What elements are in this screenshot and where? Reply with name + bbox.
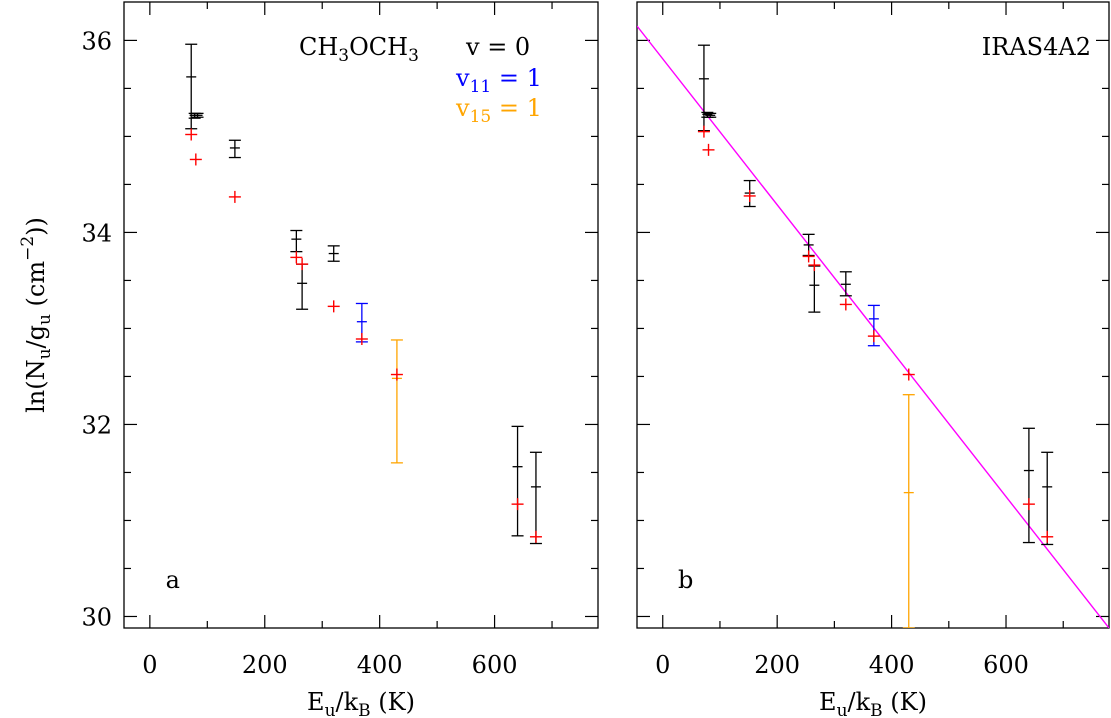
error-bar-point xyxy=(290,229,303,253)
x-axis-label: Eu/kB (K) xyxy=(819,688,927,718)
legend-entry-v0: v = 0 xyxy=(465,33,530,61)
error-bar-point xyxy=(327,245,340,262)
subscript: B xyxy=(358,701,371,718)
y-tick-label: 32 xyxy=(81,411,112,439)
label-part: )) xyxy=(22,217,50,236)
x-tick-label: 200 xyxy=(242,651,288,679)
subscript: 11 xyxy=(470,77,492,97)
model-point xyxy=(511,498,524,511)
model-point xyxy=(743,189,756,202)
subscript: u xyxy=(35,348,55,359)
subscript: 3 xyxy=(338,46,349,66)
error-bar-point xyxy=(390,339,403,464)
x-axis-label: Eu/kB (K) xyxy=(307,688,415,718)
legend-value: = 1 xyxy=(491,94,542,122)
panel-b: 0 200 400 600 b IRAS4A2 xyxy=(636,1,1110,679)
legend-value: = 1 xyxy=(491,64,542,92)
x-tick-label: 0 xyxy=(142,651,157,679)
legend-v: v xyxy=(455,64,470,92)
error-bar-point xyxy=(185,43,198,130)
subscript: 3 xyxy=(408,46,419,66)
model-point xyxy=(839,298,852,311)
label-part: /k xyxy=(336,688,359,716)
model-point xyxy=(296,258,309,271)
model-point xyxy=(390,368,403,381)
x-tick-label: 0 xyxy=(655,651,670,679)
x-tick-label: 200 xyxy=(754,651,800,679)
panel-frame xyxy=(636,1,1110,629)
label-part: (K) xyxy=(883,688,927,716)
model-point xyxy=(327,300,340,313)
error-bar-point xyxy=(511,425,524,537)
x-tick-label: 400 xyxy=(869,651,915,679)
panel-frame xyxy=(123,1,599,629)
panel-title: IRAS4A2 xyxy=(982,33,1091,61)
y-tick-label: 36 xyxy=(81,27,112,55)
model-point xyxy=(355,333,368,346)
label-part: /g xyxy=(22,325,50,348)
y-tick-label: 34 xyxy=(81,219,112,247)
panel-letter: b xyxy=(678,566,693,594)
error-bar-point xyxy=(902,394,915,628)
panel-letter: a xyxy=(166,566,180,594)
label-part: (cm xyxy=(22,261,50,314)
legend-v: v xyxy=(455,94,470,122)
error-bar-point xyxy=(529,451,542,545)
error-bar-point xyxy=(228,139,241,159)
label-part: ln(N xyxy=(22,359,50,413)
model-point xyxy=(189,153,202,166)
x-tick-label: 600 xyxy=(983,651,1029,679)
y-axis-label: ln(Nu/gu (cm−2)) xyxy=(18,217,55,413)
model-point xyxy=(802,250,815,263)
subscript: u xyxy=(837,701,848,718)
superscript: −2 xyxy=(18,236,38,261)
error-bar-point xyxy=(839,271,852,297)
fit-line xyxy=(637,25,1109,628)
legend-entry-v15: v15 = 1 xyxy=(455,94,542,127)
model-point xyxy=(808,259,821,272)
x-tick-label: 400 xyxy=(357,651,403,679)
legend-molecule: CH3OCH3 xyxy=(299,33,419,66)
model-point xyxy=(1041,530,1054,543)
axis-texts: Eu/kB (K) Eu/kB (K)ln(Nu/gu (cm−2)) xyxy=(18,217,927,718)
error-bar-point xyxy=(1022,427,1035,544)
error-bar-point xyxy=(704,112,717,118)
subscript: B xyxy=(870,701,883,718)
error-bar-point xyxy=(191,112,204,118)
subscript: u xyxy=(325,701,336,718)
model-point xyxy=(702,143,715,156)
label-part: (K) xyxy=(371,688,415,716)
label-part: /k xyxy=(848,688,871,716)
model-point xyxy=(867,330,880,343)
text-part: CH xyxy=(299,33,338,61)
error-bar-point xyxy=(1041,451,1054,546)
model-point xyxy=(697,125,710,138)
label-part: E xyxy=(307,688,325,716)
text-part: OCH xyxy=(349,33,408,61)
model-point xyxy=(1022,498,1035,511)
model-point xyxy=(529,530,542,543)
model-point xyxy=(228,190,241,203)
model-point xyxy=(290,251,303,264)
legend-entry-v11: v11 = 1 xyxy=(455,64,542,97)
label-part: E xyxy=(819,688,837,716)
y-tick-label: 30 xyxy=(81,603,112,631)
model-point xyxy=(185,128,198,141)
error-bar-point xyxy=(808,265,821,313)
model-point xyxy=(902,368,915,381)
error-bar-point xyxy=(296,263,309,310)
subscript: 15 xyxy=(470,107,492,127)
subscript: u xyxy=(35,314,55,325)
x-tick-label: 600 xyxy=(472,651,518,679)
